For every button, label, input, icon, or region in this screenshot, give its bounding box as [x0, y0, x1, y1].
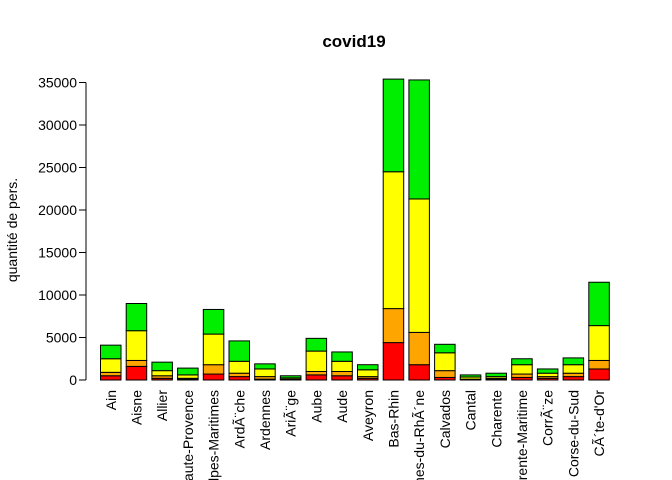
- x-category-label: Aisne: [128, 390, 144, 425]
- bar-segment-green: [485, 372, 507, 378]
- bar-segment-green: [202, 308, 225, 335]
- bar-segment-orange: [588, 359, 610, 370]
- x-category-label: Bouches-du-RhÃ´ne: [411, 390, 427, 480]
- bar-segment-orange: [305, 371, 328, 376]
- bar-segment-yellow: [408, 198, 430, 333]
- bar-segment-red: [228, 376, 250, 381]
- bar-segment-green: [382, 78, 405, 173]
- x-category-label: Calvados: [437, 390, 453, 448]
- bar-segment-yellow: [588, 325, 610, 361]
- bar-segment-yellow: [177, 374, 199, 379]
- bar-segment-yellow: [331, 360, 353, 372]
- bar-segment-orange: [331, 371, 353, 377]
- bar-segment-yellow: [305, 350, 328, 373]
- y-axis: 0 5000 10000 15000 20000 25000 30000 35000: [38, 75, 87, 388]
- bar-segment-green: [408, 79, 430, 200]
- bar-segment-yellow: [100, 358, 122, 373]
- bar-segment-red: [588, 368, 610, 381]
- bar-segment-red: [408, 364, 430, 381]
- bar-segment-green: [562, 357, 585, 366]
- bar-segment-orange: [511, 373, 533, 378]
- bar-segment-green: [279, 375, 302, 379]
- bar-segment-yellow: [125, 330, 148, 361]
- x-category-label: AriÃ¨ge: [283, 390, 299, 437]
- x-category-label: Alpes-de-Haute-Provence: [180, 390, 196, 480]
- bar-segment-green: [151, 361, 173, 372]
- y-tick-label: 15000: [38, 245, 77, 261]
- bar-segment-orange: [434, 370, 456, 378]
- bar-segment-red: [125, 365, 148, 381]
- y-tick-label: 25000: [38, 160, 77, 176]
- bar-segment-orange: [228, 372, 250, 378]
- bar-segment-red: [202, 373, 225, 381]
- bar-segment-green: [125, 303, 148, 332]
- x-category-label: ArdÃ¨che: [231, 390, 247, 449]
- x-category-label: Bas-Rhin: [385, 390, 401, 448]
- bar-segment-orange: [202, 364, 225, 375]
- x-axis-labels: Ain Aisne Allier Alpes-de-Haute-Provence Alp…: [103, 390, 607, 480]
- bar-segment-yellow: [434, 352, 456, 372]
- bar-segment-green: [305, 337, 328, 352]
- bar-segment-orange: [100, 371, 122, 377]
- bar-segment-green: [100, 344, 122, 360]
- x-category-label: CorrÃ¨ze: [540, 390, 556, 446]
- bar-segment-yellow: [151, 370, 173, 377]
- x-category-label: Corse-du-Sud: [565, 390, 581, 477]
- bar-segment-yellow: [228, 360, 250, 374]
- x-category-label: Alpes-Maritimes: [206, 390, 222, 480]
- bar-segment-yellow: [254, 368, 276, 378]
- bar-segment-green: [331, 351, 353, 362]
- bar-segment-orange: [408, 331, 430, 366]
- bar-segment-red: [382, 342, 405, 381]
- x-category-label: Ardennes: [257, 390, 273, 450]
- bar-segment-red: [100, 375, 122, 381]
- bar-segment-green: [511, 358, 533, 366]
- bar-segment-orange: [382, 308, 405, 344]
- bar-segment-green: [254, 363, 276, 370]
- x-category-label: Aude: [334, 390, 350, 423]
- y-tick-label: 10000: [38, 287, 77, 303]
- bar-segment-orange: [125, 359, 148, 367]
- y-tick-label: 30000: [38, 117, 77, 133]
- chart-title: covid19: [322, 32, 385, 51]
- bar-segment-yellow: [511, 364, 533, 375]
- bar-segment-yellow: [382, 171, 405, 310]
- bar-segment-green: [459, 374, 482, 378]
- x-category-label: Aveyron: [360, 390, 376, 441]
- bar-segment-green: [357, 364, 379, 371]
- bar-segment-yellow: [202, 333, 225, 366]
- x-category-label: Cantal: [463, 390, 479, 430]
- bar-segment-orange: [562, 372, 585, 378]
- bar-segment-green: [177, 367, 199, 376]
- x-category-label: Ain: [103, 390, 119, 410]
- bar-segment-yellow: [357, 369, 379, 378]
- x-category-label: CÃ´te-d'Or: [591, 390, 607, 457]
- bar-segment-yellow: [536, 372, 559, 378]
- bar-segment-green: [434, 343, 456, 354]
- y-tick-label: 5000: [46, 330, 77, 346]
- bar-segment-red: [562, 376, 585, 381]
- bar-segment-yellow: [562, 364, 585, 374]
- x-category-label: Charente-Maritime: [514, 390, 530, 480]
- x-category-label: Aube: [308, 390, 324, 423]
- bar-segment-green: [536, 368, 559, 374]
- y-tick-label: 0: [69, 372, 77, 388]
- bar-segment-green: [228, 340, 250, 362]
- y-tick-label: 20000: [38, 202, 77, 218]
- bars: [100, 78, 610, 381]
- x-category-label: Allier: [154, 390, 170, 421]
- bar-segment-red: [305, 374, 328, 381]
- y-axis-label: quantité de pers.: [4, 178, 20, 282]
- bar-segment-green: [588, 281, 610, 327]
- y-tick-label: 35000: [38, 75, 77, 91]
- x-category-label: Charente: [488, 390, 504, 448]
- bar-segment-red: [331, 375, 353, 381]
